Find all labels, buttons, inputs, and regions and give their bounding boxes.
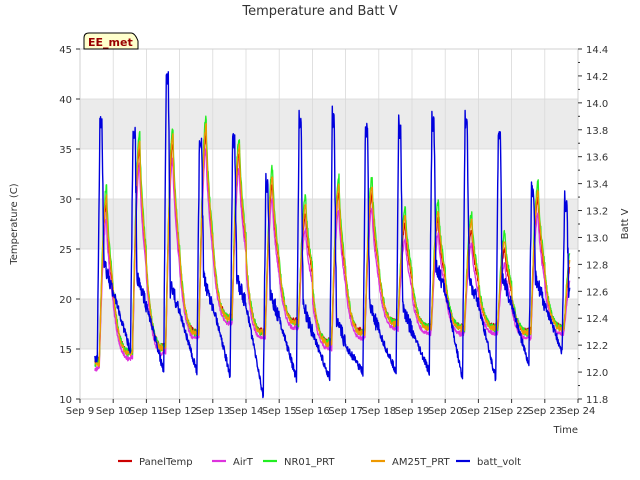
plot-background (80, 49, 578, 399)
legend-label: NR01_PRT (284, 457, 335, 468)
x-tick-label: Sep 19 (395, 406, 430, 417)
legend-item-batt_volt: batt_volt (456, 457, 521, 468)
legend-label: AM25T_PRT (392, 457, 451, 468)
y-tick-label-right: 13.8 (586, 126, 608, 137)
x-tick-label: Sep 9 (66, 406, 94, 417)
series-line-batt_volt (94, 71, 571, 399)
x-tick-label: Sep 12 (162, 406, 197, 417)
x-tick-label: Sep 20 (428, 406, 463, 417)
legend-item-am25t_prt: AM25T_PRT (371, 457, 451, 468)
y-tick-label-right: 13.4 (586, 180, 608, 191)
x-tick-label: Sep 24 (561, 406, 596, 417)
legend-label: batt_volt (477, 457, 521, 468)
y-tick-label-right: 13.6 (586, 153, 608, 164)
x-tick-label: Sep 11 (129, 406, 164, 417)
x-tick-label: Sep 23 (527, 406, 562, 417)
x-tick-label: Sep 16 (295, 406, 330, 417)
y-tick-label-left: 30 (59, 195, 72, 206)
y-tick-label-right: 12.8 (586, 260, 608, 271)
y-tick-label-right: 12.4 (586, 314, 608, 325)
shaded-band (80, 199, 578, 249)
x-tick-label: Sep 13 (195, 406, 230, 417)
y-tick-label-right: 14.4 (586, 45, 608, 56)
y-tick-label-right: 13.0 (586, 233, 608, 244)
chart-title: Temperature and Batt V (241, 4, 397, 19)
y-axis-label-left: Temperature (C) (9, 183, 20, 265)
x-tick-label: Sep 15 (262, 406, 297, 417)
x-tick-label: Sep 10 (96, 406, 131, 417)
y-tick-label-right: 14.0 (586, 99, 608, 110)
shaded-band (80, 99, 578, 149)
legend: PanelTemp AirT NR01_PRT AM25T_PRT batt_volt (118, 457, 521, 468)
legend-item-airt: AirT (212, 457, 254, 468)
y-tick-label-right: 12.6 (586, 287, 608, 298)
legend-label: AirT (233, 457, 254, 468)
axes: 10 15 20 25 30 35 40 45 11.8 12.0 12.2 12.4 12.6 12.8… (59, 45, 608, 417)
y-tick-label-left: 35 (59, 145, 72, 156)
y-tick-label-left: 10 (59, 395, 72, 406)
series-line-am25t_prt (94, 122, 571, 368)
y-tick-label-right: 14.2 (586, 72, 608, 83)
x-tick-label: Sep 14 (229, 406, 264, 417)
y-tick-label-right: 12.0 (586, 368, 608, 379)
y-tick-label-right: 13.2 (586, 207, 608, 218)
y-tick-label-left: 15 (59, 345, 72, 356)
x-tick-label: Sep 18 (361, 406, 396, 417)
y-tick-label-left: 20 (59, 295, 72, 306)
y-tick-label-left: 25 (59, 245, 72, 256)
y-axis-label-right: Batt V (620, 208, 631, 239)
legend-item-paneltemp: PanelTemp (118, 457, 193, 468)
x-tick-label: Sep 17 (328, 406, 363, 417)
y-tick-label-left: 40 (59, 95, 72, 106)
y-tick-label-right: 12.2 (586, 341, 608, 352)
legend-label: PanelTemp (139, 457, 193, 468)
y-tick-label-left: 45 (59, 45, 72, 56)
x-tick-label: Sep 21 (461, 406, 496, 417)
station-label-box: EE_met (83, 32, 139, 50)
legend-item-nr01_prt: NR01_PRT (263, 457, 335, 468)
y-tick-label-right: 11.8 (586, 395, 608, 406)
x-axis-label: Time (553, 425, 578, 436)
x-tick-label: Sep 22 (494, 406, 529, 417)
station-label: EE_met (88, 36, 133, 49)
series-layer (94, 71, 571, 399)
